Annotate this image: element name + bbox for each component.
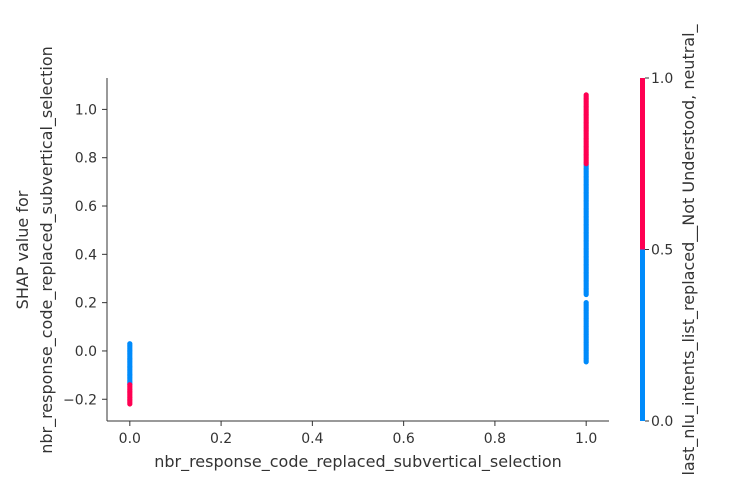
y-tick-label: −0.2 bbox=[63, 392, 97, 408]
x-tick-label: 0.4 bbox=[301, 431, 323, 447]
colorbar-label: last_nlu_intents_list_replaced__Not Unde… bbox=[679, 23, 699, 475]
scatter-point bbox=[583, 291, 589, 298]
colorbar-high-segment bbox=[640, 78, 645, 250]
x-axis-label: nbr_response_code_replaced_subvertical_s… bbox=[154, 452, 562, 472]
y-tick-label: 0.6 bbox=[75, 199, 97, 215]
y-axis-label-line2: nbr_response_code_replaced_subvertical_s… bbox=[37, 46, 57, 454]
scatter-point bbox=[583, 359, 589, 365]
points bbox=[127, 92, 589, 407]
colorbar-tick-label: 0.5 bbox=[651, 243, 673, 259]
scatter-point bbox=[583, 161, 589, 167]
axes bbox=[106, 78, 609, 422]
y-tick-label: 0.8 bbox=[75, 151, 97, 167]
x-tick-label: 0.6 bbox=[393, 431, 415, 447]
colorbar: 0.0 0.5 1.0 bbox=[640, 71, 673, 430]
ticks: 0.0 0.2 0.4 0.6 0.8 1.0 −0.2 0.0 0.2 0.4 0.6 0.8 1.0 bbox=[63, 102, 597, 447]
colorbar-tick-label: 1.0 bbox=[651, 71, 673, 87]
x-tick-label: 0.8 bbox=[484, 431, 506, 447]
x-tick-label: 1.0 bbox=[575, 431, 597, 447]
y-tick-label: 0.0 bbox=[75, 344, 97, 360]
colorbar-low-segment bbox=[640, 249, 645, 421]
y-tick-label: 0.2 bbox=[75, 296, 97, 312]
scatter-point bbox=[127, 401, 133, 407]
x-tick-label: 0.2 bbox=[210, 431, 232, 447]
colorbar-tick-label: 0.0 bbox=[651, 414, 673, 430]
y-axis-label-line1: SHAP value for bbox=[13, 190, 32, 309]
x-tick-label: 0.0 bbox=[119, 431, 141, 447]
y-tick-label: 1.0 bbox=[75, 102, 97, 118]
y-tick-label: 0.4 bbox=[75, 247, 97, 263]
